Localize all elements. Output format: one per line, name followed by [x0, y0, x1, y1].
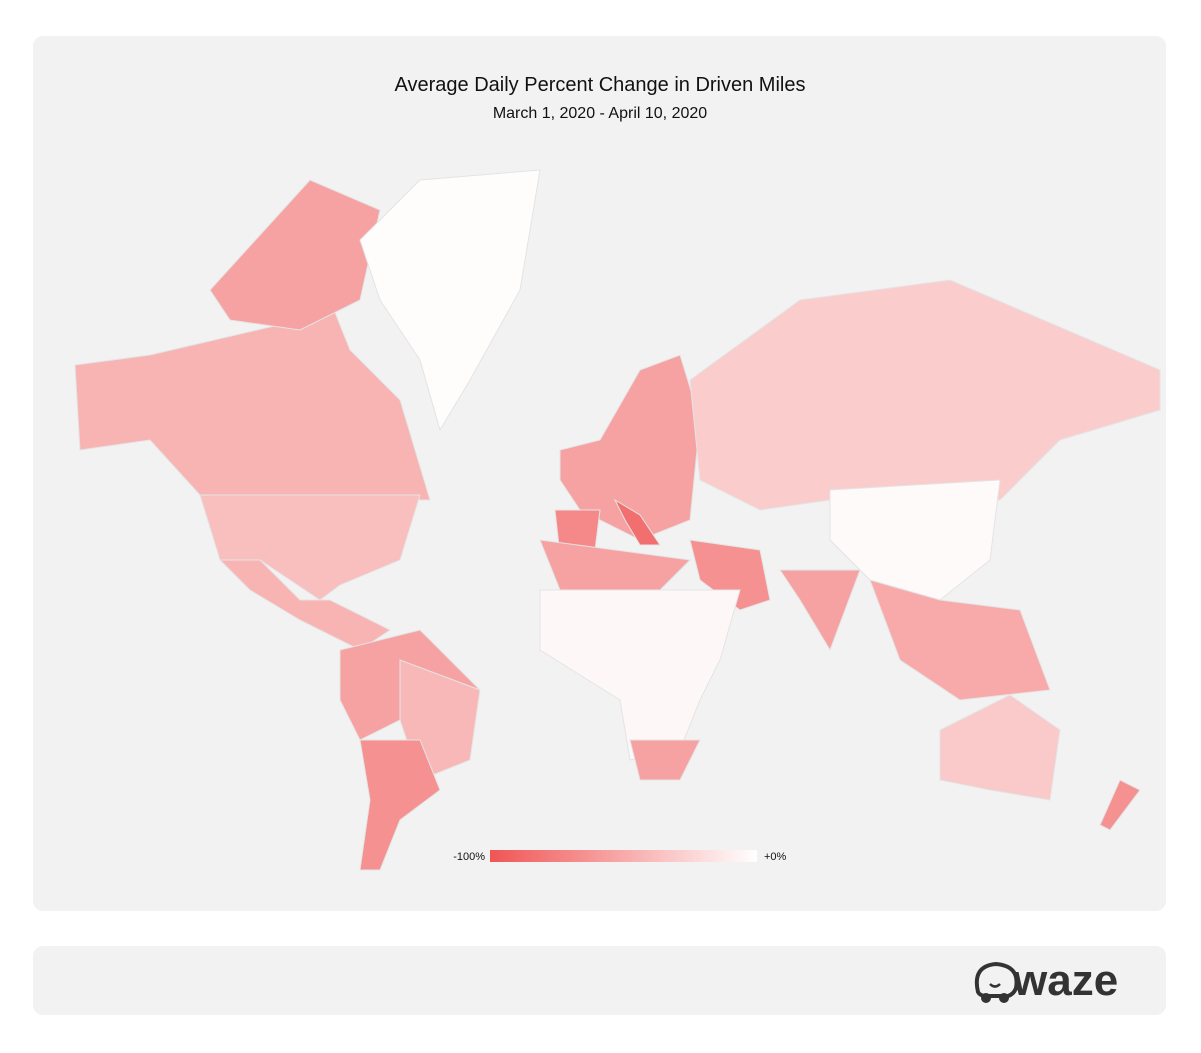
region — [359, 169, 541, 432]
region — [779, 569, 861, 652]
region — [869, 579, 1051, 701]
region — [939, 694, 1061, 801]
region — [689, 539, 771, 611]
legend-min-label: -100% — [453, 851, 485, 863]
legend-max-label: +0% — [764, 851, 787, 863]
footer-panel — [33, 946, 1166, 1015]
regions — [74, 169, 1161, 871]
waze-icon — [974, 961, 1019, 1003]
region — [209, 179, 381, 331]
region — [559, 354, 701, 541]
legend-gradient — [490, 850, 757, 862]
region — [359, 739, 441, 871]
logo: waze — [1012, 956, 1118, 1005]
region — [689, 279, 1161, 511]
region — [218, 559, 391, 651]
map-subtitle: March 1, 2020 - April 10, 2020 — [493, 105, 707, 122]
map-title: Average Daily Percent Change in Driven M… — [395, 74, 806, 96]
region — [1099, 779, 1141, 831]
region — [629, 739, 701, 781]
region — [613, 498, 661, 546]
